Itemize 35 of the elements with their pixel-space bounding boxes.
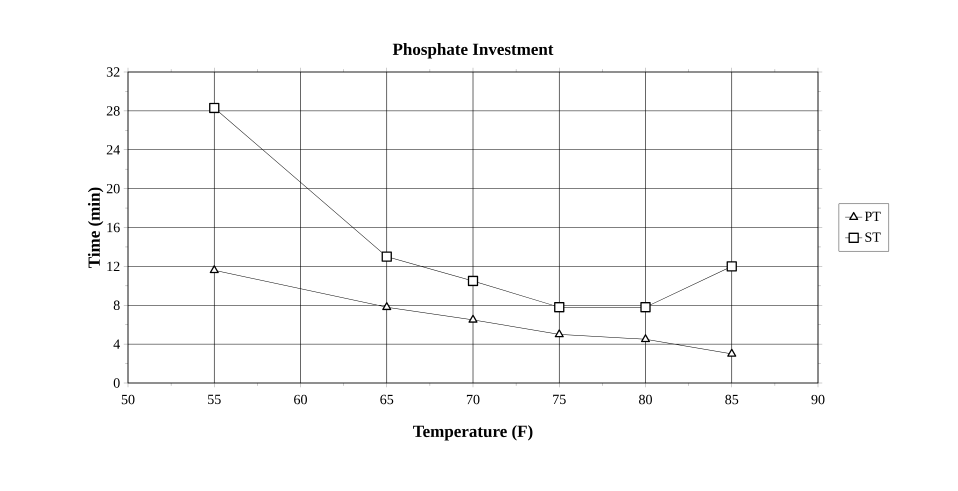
x-tick-label: 65 — [380, 394, 394, 404]
y-tick-label: 20 — [106, 184, 120, 194]
point — [382, 302, 392, 310]
point — [727, 348, 736, 357]
point — [382, 252, 392, 262]
x-tick-label: 75 — [553, 394, 566, 404]
y-tick-label: 0 — [114, 378, 120, 388]
legend-label: PT — [864, 212, 881, 221]
y-tick-label: 4 — [113, 340, 120, 349]
x-tick-label: 90 — [811, 394, 824, 404]
x-tick-label: 55 — [208, 394, 221, 404]
y-tick-label: 24 — [106, 145, 120, 154]
point — [640, 302, 651, 312]
point — [554, 329, 564, 338]
x-tick-label: 80 — [639, 394, 652, 404]
y-tick-label: 8 — [114, 300, 120, 310]
point — [468, 314, 478, 323]
y-tick-label: 32 — [106, 67, 120, 77]
y-tick-label: 12 — [107, 262, 120, 272]
x-tick-label: 70 — [466, 394, 480, 404]
x-axis-title: Temperature (F) — [413, 425, 532, 441]
point — [640, 334, 650, 342]
point — [554, 302, 564, 312]
x-tick-label: 85 — [725, 394, 738, 404]
x-tick-label: 50 — [122, 394, 134, 404]
y-tick-label: 16 — [107, 222, 120, 232]
point — [726, 261, 737, 272]
point — [210, 265, 219, 274]
point — [468, 276, 478, 286]
y-axis-title: Time (min) — [88, 188, 104, 268]
chart-title: Phosphate Investment — [392, 43, 554, 58]
point — [209, 102, 220, 114]
x-tick-label: 60 — [294, 394, 307, 404]
y-tick-label: 28 — [106, 106, 120, 116]
legend-label: ST — [865, 232, 881, 242]
